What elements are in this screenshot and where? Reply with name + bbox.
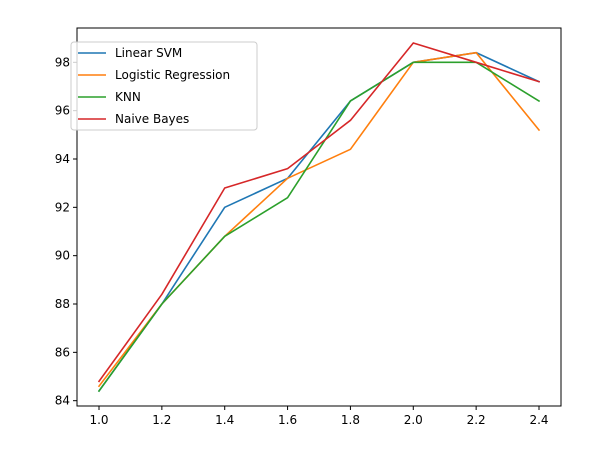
y-tick-label: 92	[55, 200, 70, 214]
series-line-2	[97, 61, 541, 393]
x-tick-label: 1.0	[89, 413, 108, 427]
plot-area-frame	[76, 27, 562, 407]
x-axis: 1.0 1.2 1.4 1.6 1.8 2.0 2.2 2.4	[89, 406, 549, 427]
series-layer	[97, 42, 541, 393]
legend-label-3: Naive Bayes	[115, 112, 189, 126]
y-axis: 84 86 88 90 92 94 96 98	[55, 55, 77, 408]
legend-label-0: Linear SVM	[115, 46, 182, 60]
x-tick-label: 2.2	[467, 413, 486, 427]
x-tick-label: 2.4	[529, 413, 548, 427]
y-tick-label: 94	[55, 152, 70, 166]
x-tick-label: 1.4	[215, 413, 234, 427]
legend-label-1: Logistic Regression	[115, 68, 230, 82]
x-tick-label: 1.2	[152, 413, 171, 427]
x-tick-label: 1.6	[278, 413, 297, 427]
y-tick-label: 84	[55, 394, 70, 408]
x-tick-label: 2.0	[404, 413, 423, 427]
y-tick-label: 86	[55, 345, 70, 359]
y-tick-label: 88	[55, 297, 70, 311]
legend: Linear SVM Logistic Regression KNN Naive Ba…	[70, 41, 258, 131]
y-tick-label: 98	[55, 55, 70, 69]
series-line-3	[97, 42, 540, 383]
y-tick-label: 96	[55, 104, 70, 118]
legend-box	[70, 41, 258, 131]
legend-label-2: KNN	[115, 90, 141, 104]
y-tick-label: 90	[55, 249, 70, 263]
x-tick-label: 1.8	[341, 413, 360, 427]
